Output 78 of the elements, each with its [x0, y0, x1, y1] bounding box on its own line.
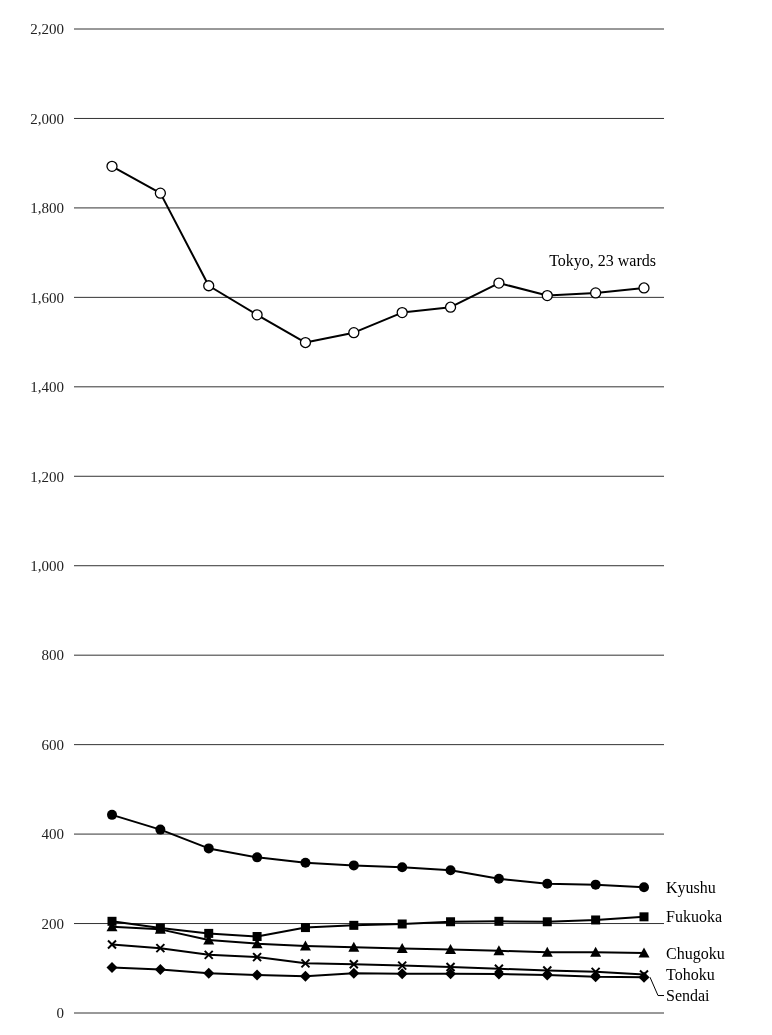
point	[590, 966, 601, 977]
point	[300, 958, 311, 969]
point	[252, 852, 263, 863]
point	[107, 939, 117, 950]
point	[300, 857, 311, 868]
point	[203, 949, 214, 960]
series-label: Tohoku	[666, 966, 715, 984]
point	[493, 277, 505, 289]
y-tick-label: 0	[56, 1005, 64, 1022]
point	[349, 920, 359, 930]
point	[154, 187, 167, 199]
point	[541, 289, 553, 302]
point	[299, 336, 312, 349]
y-tick-label: 1,000	[30, 557, 64, 574]
point	[542, 917, 552, 927]
point	[106, 160, 118, 172]
y-tick-label: 1,200	[30, 468, 64, 485]
point	[445, 865, 456, 876]
point	[251, 969, 263, 981]
y-tick-label: 600	[41, 736, 64, 753]
point	[299, 970, 311, 982]
point	[493, 945, 505, 956]
point	[348, 959, 359, 970]
point	[396, 306, 408, 319]
y-tick-label: 1,400	[30, 379, 64, 396]
point	[445, 943, 457, 954]
y-tick-label: 2,200	[30, 21, 64, 38]
series-label: Sendai	[666, 987, 711, 1005]
point	[494, 916, 504, 926]
point	[638, 282, 650, 294]
point	[106, 961, 118, 973]
point	[542, 878, 553, 889]
point	[590, 879, 601, 890]
point	[589, 287, 602, 299]
point	[348, 327, 360, 339]
point	[397, 960, 408, 971]
y-tick-label: 1,800	[30, 200, 64, 217]
y-tick-label: 200	[41, 915, 64, 932]
point	[203, 843, 214, 854]
point	[639, 912, 649, 922]
point	[445, 961, 456, 972]
series-label: Chugoku	[666, 944, 725, 963]
y-tick-label: 1,600	[30, 289, 64, 306]
series-label: Fukuoka	[666, 908, 722, 926]
point	[445, 968, 457, 980]
point	[155, 943, 166, 954]
point	[639, 882, 649, 893]
point	[493, 963, 504, 974]
point	[154, 964, 166, 976]
series-label: Kyushu	[666, 878, 716, 897]
point	[444, 301, 457, 313]
point	[493, 873, 504, 884]
point	[396, 968, 408, 980]
series-label: Tokyo, 23 wards	[549, 251, 656, 270]
point	[397, 919, 407, 929]
point	[252, 952, 263, 963]
y-tick-label: 800	[41, 647, 64, 664]
point	[396, 943, 408, 954]
point	[204, 928, 214, 938]
point	[299, 940, 311, 951]
point	[348, 860, 359, 871]
point	[203, 967, 215, 979]
point	[300, 923, 310, 933]
point	[251, 309, 263, 321]
point	[203, 280, 215, 292]
point	[541, 946, 553, 957]
point	[348, 941, 360, 952]
point	[591, 915, 601, 925]
point	[397, 862, 408, 873]
point	[590, 946, 602, 957]
point	[252, 932, 262, 942]
point	[155, 824, 166, 835]
point	[348, 967, 360, 979]
point	[107, 809, 117, 820]
y-tick-label: 400	[41, 826, 64, 843]
y-tick-label: 2,000	[30, 110, 64, 127]
point	[638, 947, 650, 958]
point	[446, 917, 456, 927]
